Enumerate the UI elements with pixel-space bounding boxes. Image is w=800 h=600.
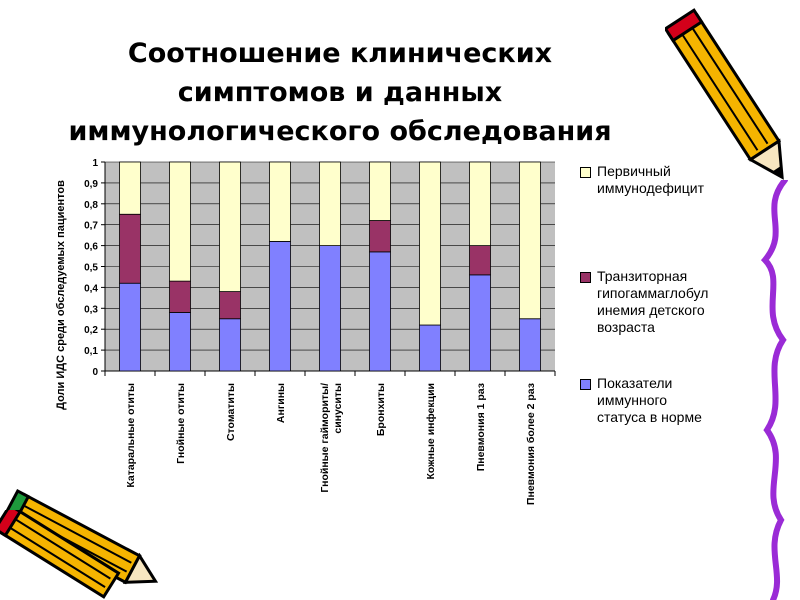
y-tick-label: 0,2: [84, 325, 98, 336]
bar-segment: [219, 291, 241, 320]
bar-segment: [369, 161, 391, 221]
legend-label: Транзиторная гипогаммаглобул инемия детс…: [597, 268, 709, 335]
chart-title-line: симптомов и данных: [177, 77, 503, 108]
x-category-label: Стоматиты: [225, 383, 237, 441]
bar-segment: [119, 213, 141, 284]
bar-segment: [269, 161, 291, 242]
y-axis-label: Доли ИДС среди обследуемых пациентов: [55, 180, 67, 410]
chart-title-line: Соотношение клинических: [127, 38, 553, 69]
legend-label: Первичный иммунодефицит: [597, 163, 704, 196]
legend-swatch: [580, 167, 591, 178]
purple-squiggle-decoration: [760, 180, 788, 600]
bar-segment: [119, 161, 141, 215]
chart-title: Соотношение клинических симптомов и данн…: [60, 34, 620, 151]
y-tick-label: 0,8: [84, 200, 98, 211]
pencil-icon: [0, 510, 121, 599]
x-category-label: Пневмония более 2 раз: [525, 383, 537, 505]
bar-segment: [219, 161, 241, 292]
legend-swatch: [580, 379, 591, 390]
pencil-icon: [665, 8, 784, 180]
bar-segment: [319, 161, 341, 246]
x-category-label: Гнойные отиты: [175, 383, 187, 464]
bar-segment: [419, 161, 441, 326]
x-category-label: Ангины: [275, 383, 287, 423]
bar-segment: [519, 161, 541, 320]
y-tick-label: 0,1: [84, 346, 98, 357]
bar-segment: [169, 280, 191, 313]
bar-segment: [369, 251, 391, 372]
chart-title-line: иммунологического обследования: [68, 116, 612, 147]
x-category-label: Бронхиты: [375, 383, 387, 436]
bar-segment: [169, 312, 191, 372]
bar-segment: [269, 241, 291, 372]
y-tick-label: 0,7: [84, 221, 98, 232]
bar-segment: [369, 220, 391, 253]
y-tick-label: 0,9: [84, 179, 98, 190]
y-tick-label: 0,3: [84, 304, 98, 315]
x-category-label: Гнойные гаймориты/синуситы: [319, 383, 344, 493]
bar-segment: [319, 245, 341, 372]
bar-segment: [219, 318, 241, 372]
bar-segment: [469, 274, 491, 372]
y-tick-label: 1: [92, 158, 98, 169]
bar-segment: [119, 282, 141, 372]
x-category-label: Кожные инфекции: [425, 383, 437, 480]
legend-label: Показатели иммунного статуса в норме: [597, 375, 702, 425]
bar-segment: [469, 161, 491, 246]
y-tick-label: 0: [92, 367, 98, 378]
x-category-label: Катаральные отиты: [125, 383, 137, 488]
y-tick-label: 0,4: [84, 283, 98, 294]
bar-segment: [419, 324, 441, 372]
legend-swatch: [580, 272, 591, 283]
bar-segment: [519, 318, 541, 372]
bar-segment: [469, 245, 491, 276]
y-tick-label: 0,6: [84, 242, 98, 253]
y-tick-label: 0,5: [84, 263, 98, 274]
x-category-label: Пневмония 1 раз: [475, 383, 487, 471]
bar-segment: [169, 161, 191, 282]
